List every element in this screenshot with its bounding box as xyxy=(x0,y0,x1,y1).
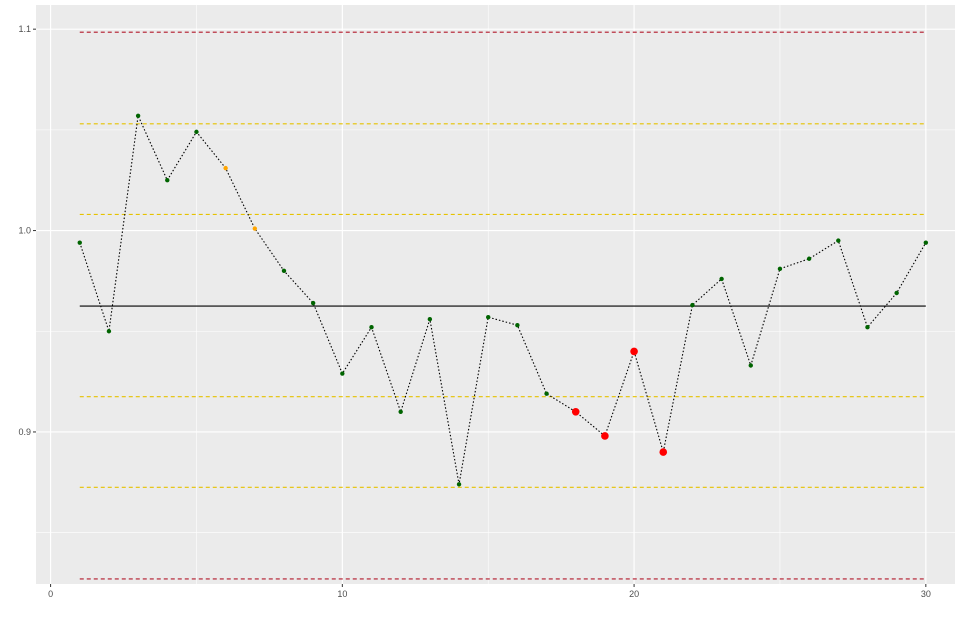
data-point xyxy=(571,408,580,416)
data-point xyxy=(659,448,668,456)
data-point xyxy=(923,240,929,245)
data-point xyxy=(310,300,316,306)
data-point xyxy=(369,325,374,330)
plot-panel xyxy=(36,5,955,584)
data-point xyxy=(106,329,112,334)
grid-lines xyxy=(36,5,955,584)
data-point xyxy=(486,314,491,320)
x-tick-label: 20 xyxy=(629,589,639,599)
data-point xyxy=(281,268,287,274)
axes: 0 10 20 30 0.9 1.0 1.1 xyxy=(18,24,930,599)
data-point xyxy=(340,371,345,376)
data-point xyxy=(601,432,609,440)
data-point xyxy=(77,240,82,245)
x-tick-label: 10 xyxy=(337,589,347,599)
y-tick-label: 0.9 xyxy=(18,427,31,437)
x-tick-label: 0 xyxy=(48,589,53,599)
series-points xyxy=(77,113,929,487)
data-point xyxy=(630,347,638,356)
data-point xyxy=(865,325,870,330)
data-point xyxy=(194,129,199,135)
data-point xyxy=(806,256,812,261)
data-point xyxy=(398,409,403,415)
data-point xyxy=(690,302,695,308)
panel-background xyxy=(36,5,955,584)
x-tick-label: 30 xyxy=(921,589,931,599)
y-tick-label: 1.0 xyxy=(18,226,31,236)
data-point xyxy=(719,276,724,282)
data-point xyxy=(515,323,520,328)
data-point xyxy=(135,113,141,118)
data-point xyxy=(748,363,753,368)
series-line xyxy=(79,113,927,485)
reference-lines xyxy=(79,31,926,580)
y-tick-label: 1.1 xyxy=(18,24,31,34)
data-point xyxy=(456,482,462,487)
data-point xyxy=(894,290,899,296)
data-point xyxy=(223,165,228,171)
data-point xyxy=(544,391,549,396)
data-point xyxy=(427,316,433,322)
data-point xyxy=(252,226,258,231)
data-point xyxy=(165,178,170,183)
data-point xyxy=(777,266,783,272)
series-line-layer xyxy=(79,113,927,485)
data-point xyxy=(836,238,841,243)
